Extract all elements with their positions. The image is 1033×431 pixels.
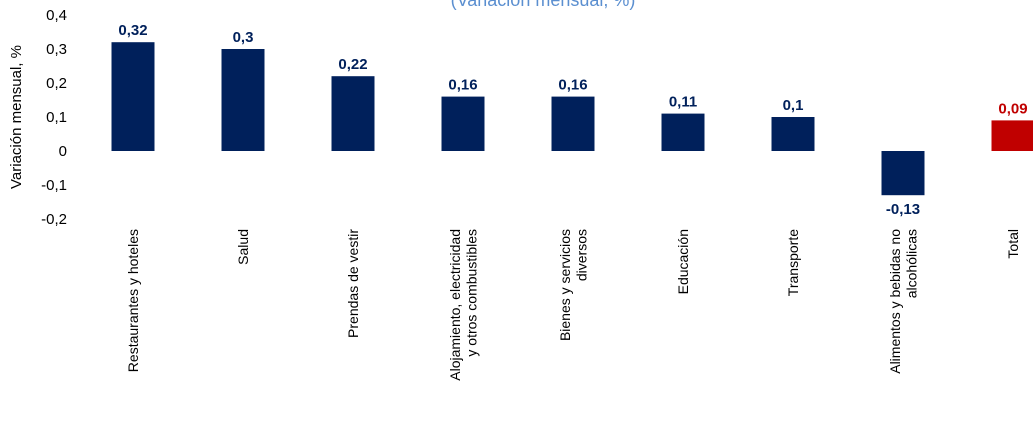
y-axis-label: Variación mensual, %	[8, 45, 25, 189]
category-label-line: Transporte	[785, 229, 801, 296]
category-label: Educación	[675, 229, 691, 294]
data-label: 0,16	[448, 77, 477, 94]
y-tick-label: -0,2	[41, 211, 67, 228]
chart-subtitle: (Variación mensual, %)	[451, 0, 636, 10]
category-label: Alojamiento, electricidady otros combust…	[447, 229, 480, 381]
bar	[991, 120, 1033, 151]
data-label: 0,11	[669, 94, 697, 111]
category-label-line: Salud	[235, 229, 251, 265]
category-label-line: Alimentos y bebidas no	[887, 229, 903, 374]
category-label: Transporte	[785, 229, 801, 296]
bars-group	[111, 42, 1033, 196]
category-label-line: alcohólicas	[903, 229, 919, 298]
category-label-line: diversos	[573, 229, 589, 281]
bar	[111, 42, 155, 152]
category-label: Total	[1005, 229, 1021, 259]
y-tick-label: 0,3	[46, 41, 67, 58]
y-tick-label: 0,2	[46, 75, 67, 92]
y-tick-label: -0,1	[41, 177, 67, 194]
category-label: Salud	[235, 229, 251, 265]
category-label-line: Total	[1005, 229, 1021, 259]
category-label-line: Alojamiento, electricidad	[447, 229, 463, 381]
category-labels-group: Restaurantes y hoteles Salud Prendas de ve…	[125, 229, 1021, 381]
data-labels-group: 0,32 0,3 0,22 0,16 0,16 0,11 0,1 -0,13 0,09	[118, 22, 1027, 218]
bar	[881, 151, 925, 196]
category-label-line: Prendas de vestir	[345, 229, 361, 338]
data-label: 0,16	[558, 77, 587, 94]
category-label: Restaurantes y hoteles	[125, 229, 141, 372]
bar	[771, 117, 815, 151]
data-label: 0,3	[233, 29, 254, 46]
category-label: Prendas de vestir	[345, 229, 361, 338]
bar	[441, 96, 485, 151]
y-tick-label: 0,1	[46, 109, 67, 126]
data-label: -0,13	[886, 201, 920, 218]
data-label: 0,09	[998, 100, 1027, 117]
category-label-line: Bienes y servicios	[557, 229, 573, 341]
data-label: 0,32	[118, 22, 147, 39]
category-label-line: Restaurantes y hoteles	[125, 229, 141, 372]
y-tick-label: 0,4	[46, 7, 67, 24]
category-label: Alimentos y bebidas noalcohólicas	[887, 229, 920, 374]
data-label: 0,22	[338, 56, 367, 73]
data-label: 0,1	[783, 97, 804, 114]
category-label-line: Educación	[675, 229, 691, 294]
bar	[661, 113, 705, 151]
bar	[331, 76, 375, 151]
y-axis-ticks: -0,2 -0,1 0 0,1 0,2 0,3 0,4	[41, 7, 67, 228]
y-tick-label: 0	[59, 143, 67, 160]
bar	[551, 96, 595, 151]
bar	[221, 49, 265, 151]
category-label: Bienes y serviciosdiversos	[557, 229, 590, 341]
category-label-line: y otros combustibles	[463, 229, 479, 357]
